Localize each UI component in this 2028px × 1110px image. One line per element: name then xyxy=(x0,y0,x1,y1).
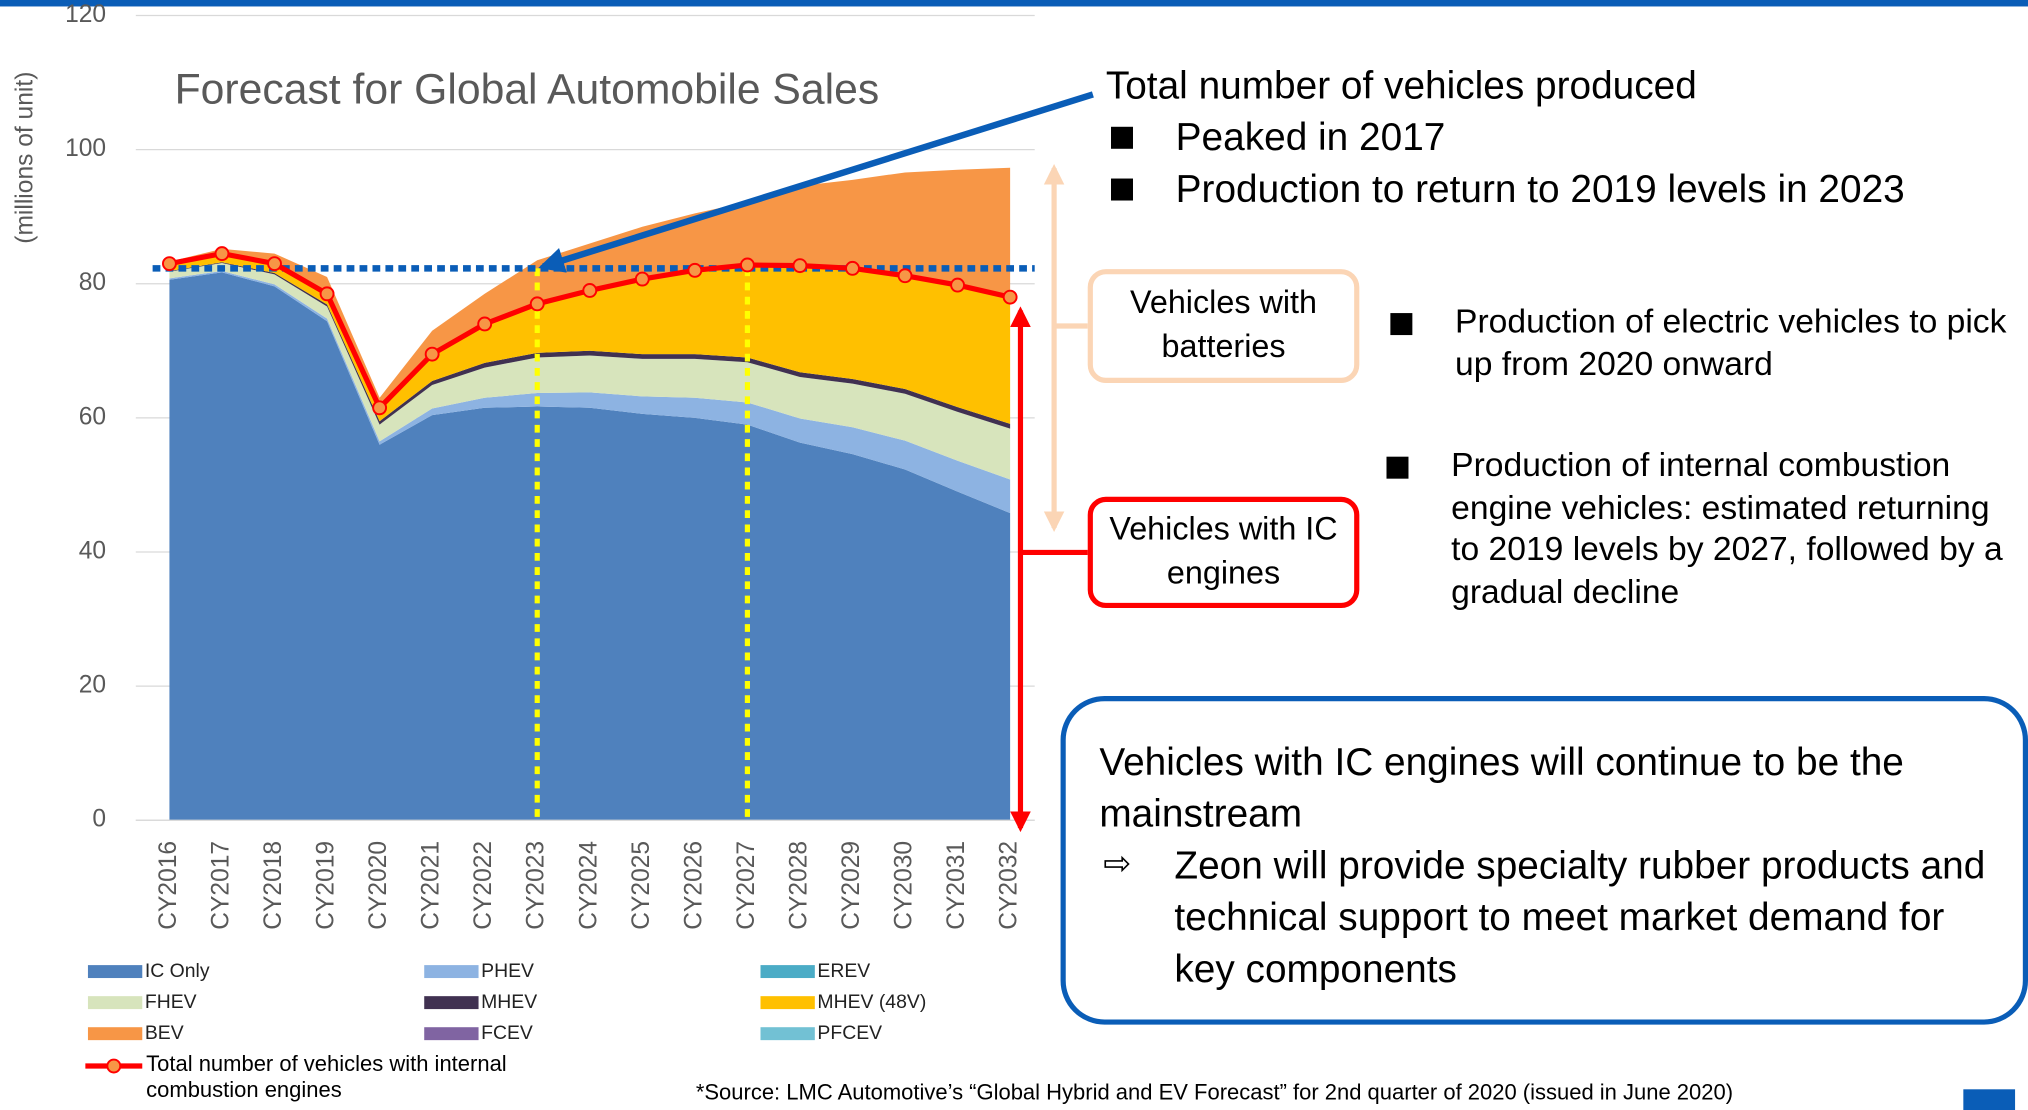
x-tick-label: CY2023 xyxy=(523,841,550,930)
x-tick-label: CY2020 xyxy=(365,841,392,930)
conclusion-heading: Vehicles with IC engines will continue t… xyxy=(1099,741,1904,836)
x-tick-label: CY2028 xyxy=(785,841,812,930)
ev-note: Production of electric vehicles to pick … xyxy=(1390,300,2011,384)
legend-label: Total number of vehicles with internal c… xyxy=(146,1051,507,1103)
legend-label: PFCEV xyxy=(817,1022,883,1045)
ice-total-marker xyxy=(687,262,703,278)
y-tick-label: 80 xyxy=(79,269,106,296)
legend-label: MHEV xyxy=(481,990,538,1013)
y-tick-label: 20 xyxy=(79,672,106,699)
legend-label: BEV xyxy=(144,1022,184,1045)
legend-marker xyxy=(106,1058,122,1074)
x-tick-label: CY2029 xyxy=(838,841,865,930)
ice-total-marker xyxy=(739,257,755,273)
ice-total-marker xyxy=(267,256,282,272)
ice-total-marker xyxy=(1002,289,1018,305)
legend-swatch xyxy=(87,1027,143,1041)
legend-label: MHEV (48V) xyxy=(817,990,927,1013)
chart-title: Forecast for Global Automobile Sales xyxy=(174,64,880,113)
conclusion-box: Vehicles with IC engines will continue t… xyxy=(1060,696,2028,1025)
legend-swatch xyxy=(760,1027,815,1041)
area xyxy=(169,272,1011,821)
legend-swatch xyxy=(424,996,479,1010)
batteries-label: Vehicles with batteries xyxy=(1130,284,1317,365)
top-bar xyxy=(0,0,2028,7)
y-axis-label: (millions of unit) xyxy=(11,71,39,244)
ice-total-marker xyxy=(634,271,650,287)
y-tick-label: 40 xyxy=(79,537,106,564)
legend-swatch xyxy=(424,965,479,979)
ice-total-marker xyxy=(950,277,966,293)
x-tick-label: CY2022 xyxy=(470,841,497,930)
legend-swatch xyxy=(424,1027,479,1041)
x-tick-label: CY2025 xyxy=(628,841,655,930)
batteries-box: Vehicles with batteries xyxy=(1087,269,1360,383)
x-tick-label: CY2017 xyxy=(207,841,234,930)
area xyxy=(169,262,1011,480)
legend-label: PHEV xyxy=(481,959,534,982)
legend-label: IC Only xyxy=(144,959,210,982)
ice-total-marker xyxy=(161,256,177,272)
ice-total-marker xyxy=(372,400,388,416)
total-bullet: Production to return to 2019 levels in 2… xyxy=(1111,166,1905,215)
area xyxy=(169,253,1011,424)
x-tick-label: CY2032 xyxy=(996,841,1023,930)
ice-total-marker xyxy=(477,316,493,332)
x-tick-label: CY2027 xyxy=(733,841,760,930)
legend-label: FCEV xyxy=(481,1022,533,1045)
corner-mark xyxy=(1963,1089,2016,1110)
x-tick-label: CY2024 xyxy=(575,841,602,930)
legend-swatch xyxy=(87,996,143,1010)
ice-total-marker xyxy=(214,246,230,262)
x-tick-label: CY2026 xyxy=(680,841,707,930)
x-tick-label: CY2016 xyxy=(155,841,182,930)
ice-total-marker xyxy=(582,283,598,298)
ice-total-marker xyxy=(845,260,860,276)
arrow xyxy=(538,91,1094,273)
ice-total-marker xyxy=(424,346,440,362)
ice-total-marker xyxy=(319,286,335,302)
x-tick-label: CY2030 xyxy=(891,841,918,930)
legend-swatch xyxy=(760,996,815,1010)
y-tick-label: 100 xyxy=(65,135,106,162)
y-tick-label: 120 xyxy=(65,1,106,28)
source-note: *Source: LMC Automotive’s “Global Hybrid… xyxy=(695,1080,1734,1105)
y-tick-label: 60 xyxy=(79,403,106,430)
legend-swatch xyxy=(760,965,815,979)
legend-swatch xyxy=(87,965,143,979)
x-tick-label: CY2021 xyxy=(418,841,445,930)
y-tick-label: 0 xyxy=(92,806,106,833)
ice-total-marker xyxy=(792,258,808,274)
ic-box: Vehicles with IC engines xyxy=(1087,496,1360,609)
ice-total-marker xyxy=(529,296,545,312)
x-tick-label: CY2018 xyxy=(260,841,287,930)
ice-total-marker xyxy=(897,268,913,284)
ic-note: Production of internal combustion engine… xyxy=(1386,444,2020,612)
x-tick-label: CY2031 xyxy=(943,841,970,930)
ic-label: Vehicles with IC engines xyxy=(1109,511,1338,592)
conclusion-point: Zeon will provide specialty rubber produ… xyxy=(1103,841,2002,996)
total-heading: Total number of vehicles produced xyxy=(1105,64,1697,108)
total-bullet: Peaked in 2017 xyxy=(1111,114,1445,163)
legend-label: FHEV xyxy=(144,990,197,1013)
legend-label: EREV xyxy=(817,959,871,982)
x-tick-label: CY2019 xyxy=(313,841,340,930)
